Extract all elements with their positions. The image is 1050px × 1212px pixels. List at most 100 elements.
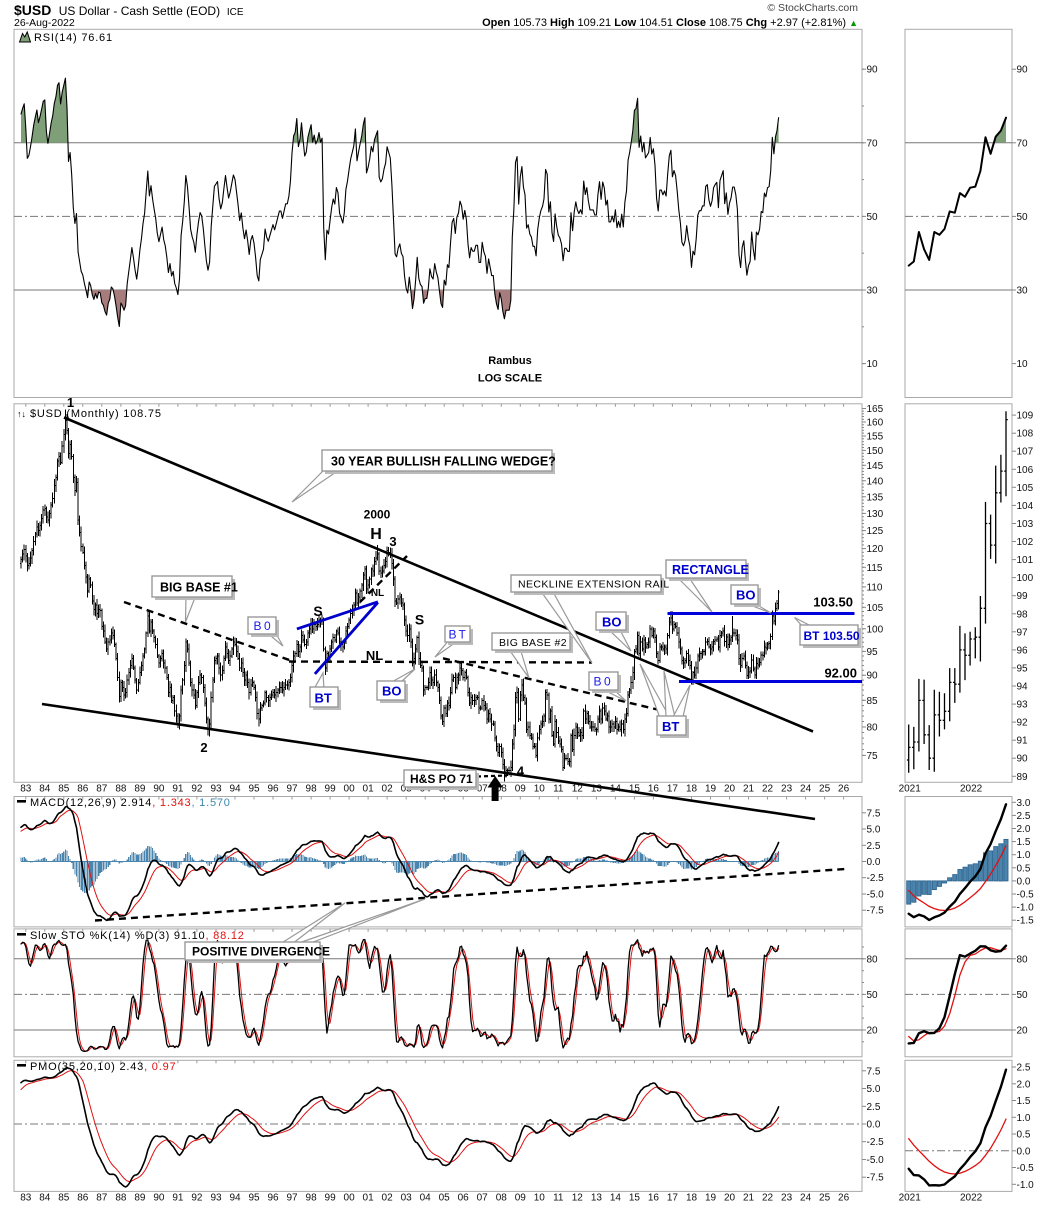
svg-text:0.5: 0.5	[1017, 1130, 1031, 1141]
svg-text:23: 23	[781, 1193, 793, 1204]
svg-text:10: 10	[867, 359, 879, 370]
svg-text:RSI(14) 76.61: RSI(14) 76.61	[34, 32, 113, 44]
svg-text:87: 87	[96, 784, 108, 795]
svg-text:5.0: 5.0	[867, 1084, 881, 1095]
svg-text:105: 105	[867, 603, 884, 614]
svg-text:108: 108	[1017, 429, 1034, 440]
svg-text:MACD(12,26,9) 2.914, 1.343, 1.: MACD(12,26,9) 2.914, 1.343, 1.570	[30, 797, 231, 809]
svg-text:90: 90	[1017, 754, 1029, 765]
svg-text:20: 20	[724, 1193, 736, 1204]
svg-text:99: 99	[325, 784, 337, 795]
svg-text:155: 155	[867, 432, 884, 443]
svg-text:98: 98	[306, 1193, 318, 1204]
svg-text:BIG BASE #1: BIG BASE #1	[160, 581, 238, 595]
svg-text:10: 10	[1017, 359, 1029, 370]
svg-text:18: 18	[686, 1193, 698, 1204]
svg-text:95: 95	[248, 1193, 260, 1204]
svg-text:21: 21	[743, 1193, 755, 1204]
svg-text:BO: BO	[602, 615, 622, 630]
svg-text:109: 109	[1017, 411, 1034, 422]
svg-text:84: 84	[39, 784, 51, 795]
svg-text:90: 90	[153, 1193, 165, 1204]
svg-text:160: 160	[867, 418, 884, 429]
svg-text:02: 02	[382, 784, 394, 795]
svg-text:89: 89	[1017, 772, 1029, 783]
svg-text:30: 30	[867, 286, 879, 297]
svg-text:165: 165	[867, 404, 884, 415]
svg-text:97: 97	[286, 784, 298, 795]
svg-text:85: 85	[58, 1193, 70, 1204]
svg-text:125: 125	[867, 526, 884, 537]
svg-text:B0: B0	[254, 619, 274, 633]
svg-text:18: 18	[686, 784, 698, 795]
svg-text:19: 19	[705, 1193, 717, 1204]
svg-text:92: 92	[1017, 718, 1029, 729]
svg-text:135: 135	[867, 492, 884, 503]
svg-text:98: 98	[1017, 609, 1029, 620]
svg-text:107: 107	[1017, 447, 1034, 458]
svg-text:95: 95	[867, 647, 879, 658]
svg-text:95: 95	[248, 784, 260, 795]
svg-text:2.5: 2.5	[867, 1102, 881, 1113]
svg-text:3: 3	[389, 534, 396, 549]
svg-text:95: 95	[1017, 663, 1029, 674]
svg-text:26: 26	[838, 784, 850, 795]
svg-text:83: 83	[20, 1193, 32, 1204]
svg-text:30: 30	[1017, 286, 1029, 297]
svg-text:150: 150	[867, 446, 884, 457]
svg-text:-1.0: -1.0	[1017, 1180, 1035, 1191]
svg-text:22: 22	[762, 1193, 774, 1204]
svg-text:BT 103.50: BT 103.50	[804, 629, 860, 643]
svg-text:23: 23	[781, 784, 793, 795]
svg-text:BIG BASE #2: BIG BASE #2	[499, 637, 567, 649]
svg-text:Slow STO %K(14) %D(3) 91.10, 8: Slow STO %K(14) %D(3) 91.10, 88.12	[30, 930, 245, 942]
svg-text:© StockCharts.com: © StockCharts.com	[767, 2, 858, 14]
svg-text:93: 93	[210, 784, 222, 795]
svg-text:84: 84	[39, 1193, 51, 1204]
svg-text:-7.5: -7.5	[867, 906, 885, 917]
svg-text:106: 106	[1017, 465, 1034, 476]
svg-text:00: 00	[344, 1193, 356, 1204]
svg-text:80: 80	[867, 954, 879, 965]
svg-text:86: 86	[77, 1193, 89, 1204]
svg-text:93: 93	[210, 1193, 222, 1204]
svg-text:104: 104	[1017, 501, 1034, 512]
svg-text:94: 94	[229, 1193, 241, 1204]
svg-text:91: 91	[172, 784, 184, 795]
svg-text:$USD US Dollar - Cash Settle (: $USD US Dollar - Cash Settle (EOD) ICE	[14, 2, 244, 18]
svg-text:2000: 2000	[364, 508, 391, 522]
svg-text:NECKLINE EXTENSION RAIL: NECKLINE EXTENSION RAIL	[518, 579, 670, 591]
svg-text:LOG SCALE: LOG SCALE	[478, 373, 542, 385]
svg-text:22: 22	[762, 784, 774, 795]
svg-text:0.0: 0.0	[1017, 876, 1031, 887]
svg-text:NL: NL	[371, 588, 384, 599]
svg-text:30 YEAR BULLISH FALLING WEDGE?: 30 YEAR BULLISH FALLING WEDGE?	[331, 455, 556, 469]
svg-text:92: 92	[191, 784, 203, 795]
svg-text:99: 99	[325, 1193, 337, 1204]
svg-text:91: 91	[1017, 736, 1029, 747]
svg-text:70: 70	[1017, 138, 1029, 149]
svg-text:70: 70	[867, 138, 879, 149]
svg-text:07: 07	[477, 1193, 489, 1204]
svg-text:94: 94	[229, 784, 241, 795]
svg-text:96: 96	[267, 784, 279, 795]
svg-text:11: 11	[553, 1193, 564, 1204]
svg-text:89: 89	[134, 784, 146, 795]
svg-text:90: 90	[867, 671, 879, 682]
svg-text:92: 92	[191, 1193, 203, 1204]
svg-text:-0.5: -0.5	[1017, 890, 1035, 901]
svg-text:-1.5: -1.5	[1017, 916, 1035, 927]
svg-text:88: 88	[115, 1193, 127, 1204]
svg-text:02: 02	[382, 1193, 394, 1204]
svg-text:25: 25	[819, 784, 831, 795]
svg-text:88: 88	[115, 784, 127, 795]
svg-text:13: 13	[591, 1193, 603, 1204]
svg-text:94: 94	[1017, 682, 1029, 693]
svg-text:10: 10	[534, 784, 546, 795]
svg-text:2.0: 2.0	[1017, 824, 1031, 835]
svg-text:103: 103	[1017, 519, 1034, 530]
svg-text:1.5: 1.5	[1017, 1096, 1031, 1107]
svg-text:90: 90	[153, 784, 165, 795]
svg-text:19: 19	[705, 784, 717, 795]
svg-text:16: 16	[648, 1193, 660, 1204]
